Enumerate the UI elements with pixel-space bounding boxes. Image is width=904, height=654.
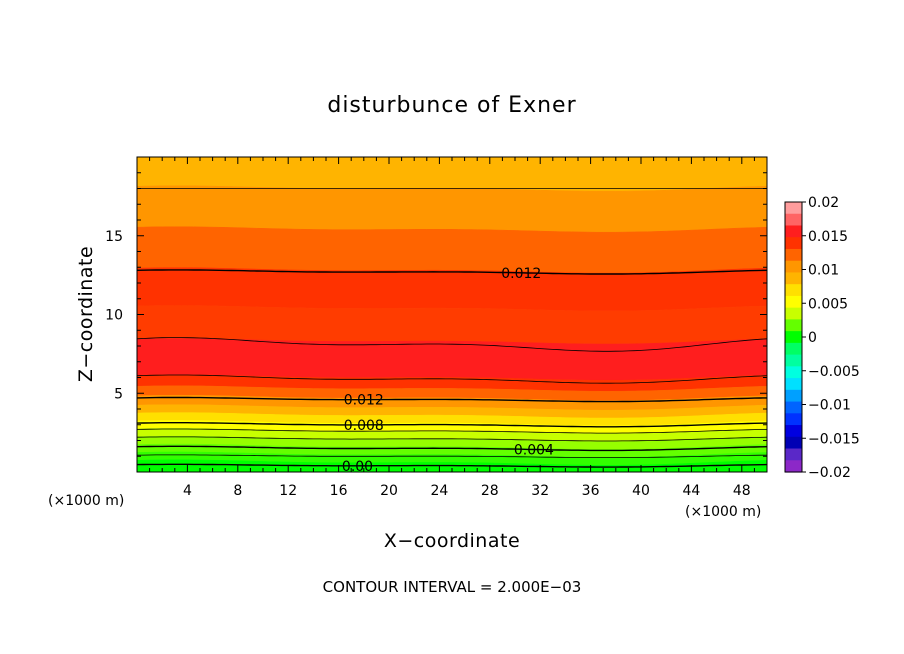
colorbar-swatch-22 xyxy=(785,460,802,473)
colorbar-label-3: 0.005 xyxy=(808,296,848,312)
colorbar-swatch-4 xyxy=(785,248,802,262)
colorbar xyxy=(784,201,803,473)
contour-label-10: 0.00 xyxy=(342,459,373,475)
y-tick-label-2: 15 xyxy=(105,229,123,245)
contour-band-1 xyxy=(136,185,768,233)
colorbar-swatch-20 xyxy=(785,436,802,450)
x-tick-label-6: 28 xyxy=(481,483,499,499)
colorbar-swatch-6 xyxy=(785,272,802,285)
contour-line-4 xyxy=(136,396,768,403)
contour-line-6 xyxy=(136,428,768,434)
x-tick-label-5: 24 xyxy=(430,483,448,499)
y-axis-ticks: 5 10 15 xyxy=(105,172,767,457)
x-tick-label-7: 32 xyxy=(531,483,549,499)
chart-title: disturbunce of Exner xyxy=(327,93,576,118)
x-tick-label-3: 16 xyxy=(330,483,348,499)
colorbar-swatch-19 xyxy=(785,425,802,438)
colorbar-labels: 0.02 0.015 0.01 0.005 0 −0.005 −0.01 −0.015 −0.0… xyxy=(802,195,860,481)
contour-line-10 xyxy=(136,463,768,468)
x-tick-label-10: 44 xyxy=(682,483,700,499)
colorbar-label-7: −0.015 xyxy=(808,431,860,447)
colorbar-swatch-16 xyxy=(785,389,802,403)
colorbar-swatch-14 xyxy=(785,366,802,379)
x-tick-label-8: 36 xyxy=(582,483,600,499)
contour-line-2 xyxy=(136,337,768,352)
contour-band-0 xyxy=(136,156,768,192)
colorbar-label-2: 0.01 xyxy=(808,263,839,279)
colorbar-label-8: −0.02 xyxy=(808,465,851,481)
contour-line-8 xyxy=(136,445,768,452)
y-axis-label: Z−coordinate xyxy=(75,246,97,382)
x-tick-label-9: 40 xyxy=(632,483,650,499)
contour-label-5: 0.008 xyxy=(344,418,384,434)
contour-line-5 xyxy=(136,422,768,428)
contour-labels: 0.012 0.012 0.008 0.004 0.00 xyxy=(342,266,554,475)
colorbar-swatch-9 xyxy=(785,307,802,320)
contour-line-9 xyxy=(137,454,768,458)
colorbar-swatch-8 xyxy=(785,295,802,309)
x-tick-label-2: 12 xyxy=(279,483,297,499)
colorbar-swatch-11 xyxy=(785,331,802,344)
colorbar-swatch-17 xyxy=(785,401,802,414)
contour-fill-bands xyxy=(136,156,768,473)
y-tick-label-1: 10 xyxy=(105,308,123,324)
contour-label-8: 0.004 xyxy=(514,443,554,459)
colorbar-swatch-15 xyxy=(785,378,802,391)
colorbar-swatch-18 xyxy=(785,413,802,426)
colorbar-label-4: 0 xyxy=(808,330,817,346)
colorbar-swatch-3 xyxy=(785,237,802,250)
x-unit-left: (×1000 m) xyxy=(48,493,124,509)
contour-label-1: 0.012 xyxy=(501,266,541,282)
colorbar-swatch-2 xyxy=(785,225,802,238)
colorbar-label-6: −0.01 xyxy=(808,398,851,414)
x-tick-label-4: 20 xyxy=(380,483,398,499)
colorbar-swatch-7 xyxy=(785,284,802,297)
x-tick-label-11: 48 xyxy=(733,483,751,499)
colorbar-swatch-12 xyxy=(785,342,802,356)
contour-band-4 xyxy=(136,305,768,345)
contour-line-1 xyxy=(136,269,768,275)
colorbar-swatch-5 xyxy=(785,260,802,274)
contour-label-4: 0.012 xyxy=(344,393,384,409)
contour-line-3 xyxy=(136,374,768,384)
colorbar-label-5: −0.005 xyxy=(808,364,860,380)
colorbar-swatch-1 xyxy=(785,213,802,227)
y-tick-label-0: 5 xyxy=(114,386,123,402)
x-tick-label-1: 8 xyxy=(233,483,242,499)
x-axis-ticks: 4 8 12 16 20 24 28 32 36 40 44 48 xyxy=(149,157,755,499)
colorbar-swatch-13 xyxy=(785,354,802,367)
contour-line-7 xyxy=(136,436,768,442)
colorbar-swatch-0 xyxy=(785,202,802,215)
x-tick-label-0: 4 xyxy=(183,483,192,499)
contour-band-5 xyxy=(136,338,768,381)
colorbar-swatch-21 xyxy=(785,448,802,461)
contour-band-2 xyxy=(136,226,768,274)
x-unit-right: (×1000 m) xyxy=(685,504,761,520)
contour-lines xyxy=(136,188,768,468)
colorbar-swatch-10 xyxy=(785,319,802,332)
contour-band-3 xyxy=(136,267,768,312)
x-axis-label: X−coordinate xyxy=(384,530,520,552)
colorbar-label-0: 0.02 xyxy=(808,195,839,211)
colorbar-label-1: 0.015 xyxy=(808,229,848,245)
contour-interval-note: CONTOUR INTERVAL = 2.000E−03 xyxy=(323,578,582,596)
